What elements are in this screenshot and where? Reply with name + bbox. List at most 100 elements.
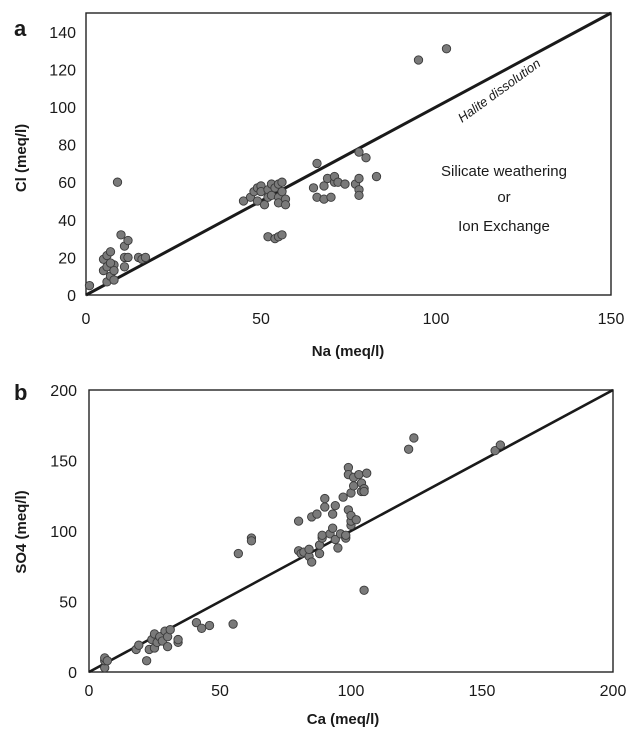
panel-b: b 0 50 100 150 200 0 50 100 150 200 Ca (meq/l) SO… bbox=[13, 380, 626, 728]
panel-b-data-point bbox=[162, 641, 173, 652]
panel-b-y-tick-label: 50 bbox=[59, 595, 77, 612]
panel-b-plot-frame bbox=[88, 389, 614, 673]
panel-b-data-point bbox=[320, 493, 330, 504]
panel-b-data-point bbox=[293, 516, 304, 526]
panel-b-data-point bbox=[362, 468, 372, 478]
panel-a-data-point bbox=[140, 252, 151, 263]
panel-a-data-point bbox=[105, 258, 116, 268]
panel-a-data-point bbox=[277, 186, 287, 197]
panel-a-y-tick-label: 0 bbox=[67, 288, 76, 305]
panel-b-data-point bbox=[314, 548, 325, 559]
panel-a-data-point bbox=[105, 247, 116, 257]
panel-a-x-tick-label: 0 bbox=[82, 311, 91, 328]
panel-a-x-tick-label: 150 bbox=[598, 311, 625, 328]
panel-b-y-tick-label: 150 bbox=[50, 454, 77, 471]
panel-a-data-point bbox=[277, 230, 287, 240]
panel-a-data-point bbox=[312, 158, 322, 169]
panel-b-y-tick-label: 0 bbox=[68, 665, 77, 682]
panel-a-y-tick-label: 80 bbox=[58, 138, 76, 155]
panel-a-data-point bbox=[354, 147, 364, 157]
panel-a-data-point bbox=[123, 235, 133, 246]
panel-a-data-point bbox=[259, 200, 270, 210]
panel-a-letter: a bbox=[14, 16, 27, 41]
panel-b-data-point bbox=[328, 509, 338, 519]
panel-a-data-point bbox=[238, 196, 249, 206]
panel-a-y-tick-label: 40 bbox=[58, 213, 76, 230]
panel-b-data-point bbox=[403, 444, 414, 454]
panel-b-data-point bbox=[141, 656, 152, 666]
panel-b-x-tick-label: 100 bbox=[338, 683, 365, 700]
panel-a-y-tick-label: 20 bbox=[58, 250, 76, 267]
panel-b-data-point bbox=[197, 623, 207, 633]
panel-a-data-point bbox=[123, 252, 133, 263]
panel-b-y-tick-label: 100 bbox=[50, 524, 77, 541]
panel-a-x-tick-label: 100 bbox=[423, 311, 450, 328]
panel-b-y-tick-label: 200 bbox=[50, 383, 77, 400]
panel-a-y-tick-label: 100 bbox=[49, 100, 76, 117]
panel-a-annotation-line-3: Ion Exchange bbox=[458, 218, 550, 235]
panel-a-data-point bbox=[326, 192, 336, 202]
panel-a-x-axis-title: Na (meq/l) bbox=[312, 343, 385, 360]
panel-a-data-point bbox=[277, 177, 287, 187]
panel-b-data-point bbox=[134, 640, 144, 650]
panel-a-data-point bbox=[84, 280, 95, 291]
panel-b-letter: b bbox=[14, 380, 27, 405]
panel-b-data-point bbox=[204, 620, 215, 631]
panel-b-data-point bbox=[173, 634, 183, 645]
panel-b-data-point bbox=[348, 481, 359, 491]
panel-b-data-point bbox=[351, 515, 361, 525]
panel-b-data-point bbox=[495, 440, 505, 450]
panel-b-tick-labels: 0 50 100 150 200 0 50 100 150 200 bbox=[50, 383, 626, 700]
panel-a-data-point bbox=[413, 55, 424, 65]
panel-a-y-tick-label: 120 bbox=[49, 62, 76, 79]
panel-b-data-point bbox=[359, 585, 369, 595]
panel-b-data-point bbox=[304, 544, 314, 554]
panel-b-data-point bbox=[307, 557, 317, 567]
panel-a: a Halite dissolution Silicate weathering… bbox=[13, 11, 624, 360]
panel-b-data-point bbox=[333, 543, 343, 553]
panel-a-plot-frame bbox=[85, 12, 612, 296]
panel-b-data-point bbox=[246, 536, 257, 546]
panel-b-data-point bbox=[102, 656, 112, 666]
panel-b-data-point bbox=[490, 445, 500, 456]
panel-a-data-point bbox=[112, 177, 123, 187]
panel-a-data-point bbox=[109, 265, 119, 276]
panel-b-x-tick-label: 50 bbox=[211, 683, 229, 700]
panel-b-data-point bbox=[354, 469, 364, 480]
panel-a-halite-line bbox=[85, 11, 612, 297]
panel-b-x-tick-label: 0 bbox=[85, 683, 94, 700]
panel-a-y-axis-title: Cl (meq/l) bbox=[13, 124, 30, 192]
panel-a-tick-labels: 0 50 100 150 0 20 40 60 80 100 120 140 bbox=[49, 25, 624, 328]
panel-b-data-point bbox=[191, 618, 202, 628]
panel-a-points bbox=[84, 44, 452, 291]
panel-a-data-point bbox=[116, 230, 126, 240]
panel-a-data-point bbox=[441, 44, 452, 54]
panel-b-data-point bbox=[320, 502, 330, 512]
panel-a-x-tick-label: 50 bbox=[252, 311, 270, 328]
panel-b-y-axis-title: SO4 (meq/l) bbox=[13, 490, 30, 573]
panel-a-data-point bbox=[319, 181, 329, 191]
panel-b-x-tick-label: 150 bbox=[469, 683, 496, 700]
panel-a-data-point bbox=[354, 190, 364, 201]
panel-a-data-point bbox=[308, 183, 319, 193]
panel-a-data-point bbox=[109, 275, 119, 285]
panel-b-data-point bbox=[317, 530, 327, 540]
panel-a-y-tick-label: 140 bbox=[49, 25, 76, 42]
panel-b-data-point bbox=[312, 509, 322, 519]
panel-b-data-point bbox=[330, 534, 340, 545]
panel-b-x-tick-label: 200 bbox=[600, 683, 627, 700]
panel-b-x-axis-title: Ca (meq/l) bbox=[307, 711, 380, 728]
panel-b-data-point bbox=[233, 548, 243, 559]
panel-a-annotation-line-2: or bbox=[497, 189, 510, 206]
panel-a-data-point bbox=[371, 171, 382, 182]
panel-a-data-point bbox=[119, 262, 130, 272]
panel-b-data-point bbox=[228, 619, 238, 629]
panel-a-data-point bbox=[280, 200, 291, 210]
panel-a-data-point bbox=[361, 153, 371, 163]
panel-b-data-point bbox=[338, 492, 348, 502]
panel-a-data-point bbox=[252, 196, 263, 206]
panel-b-data-point bbox=[359, 486, 369, 497]
panel-a-y-tick-label: 60 bbox=[58, 175, 76, 192]
panel-b-data-point bbox=[165, 625, 175, 635]
panel-b-data-point bbox=[328, 523, 338, 533]
